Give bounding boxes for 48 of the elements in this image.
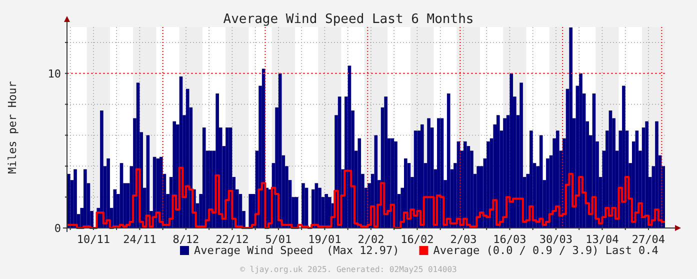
bar bbox=[278, 73, 282, 228]
bar bbox=[358, 138, 362, 228]
bar bbox=[486, 141, 490, 228]
legend-label: Average Wind Speed (Max 12.97) bbox=[194, 244, 400, 257]
bar bbox=[520, 82, 523, 228]
text: © ljay.org.uk 2025. Generated: 02May25 014003 bbox=[240, 265, 458, 274]
bar bbox=[394, 141, 398, 228]
x-tick-label: 2/03 bbox=[450, 233, 477, 246]
bar bbox=[427, 118, 430, 228]
bar bbox=[100, 110, 104, 228]
bar bbox=[510, 73, 514, 228]
bar bbox=[539, 135, 543, 228]
y-tick-label: 0 bbox=[54, 222, 61, 235]
x-tick-label: 16/03 bbox=[493, 233, 526, 246]
bar bbox=[209, 150, 212, 228]
x-tick-label: 30/03 bbox=[539, 233, 573, 246]
bar bbox=[569, 27, 572, 228]
bar bbox=[74, 169, 77, 228]
bar bbox=[106, 158, 110, 228]
x-tick-label: 2/02 bbox=[358, 233, 384, 246]
bar bbox=[503, 118, 506, 228]
x-tick-label: 19/01 bbox=[308, 233, 342, 246]
x-tick-label: 27/04 bbox=[632, 233, 666, 246]
x-tick-label: 5/01 bbox=[265, 233, 292, 246]
bar bbox=[496, 115, 500, 228]
x-tick-label: 22/12 bbox=[216, 233, 249, 246]
bar bbox=[437, 118, 440, 228]
legend-label: Average (0.0 / 0.9 / 3.9) Last 0.4 bbox=[433, 244, 659, 257]
bar bbox=[546, 158, 550, 228]
x-tick-label: 8/12 bbox=[172, 233, 200, 246]
bar bbox=[645, 121, 648, 228]
bar bbox=[463, 141, 467, 228]
bar bbox=[384, 96, 388, 228]
y-tick-label: 10 bbox=[48, 67, 61, 80]
bar bbox=[156, 158, 160, 228]
x-tick-label: 16/02 bbox=[400, 233, 434, 246]
bar bbox=[655, 121, 658, 228]
y-axis-title: Miles per Hour bbox=[6, 80, 19, 174]
bar bbox=[530, 130, 533, 228]
x-tick-label: 24/11 bbox=[123, 233, 156, 246]
chart-title: Average Wind Speed Last 6 Months bbox=[223, 12, 474, 27]
bar bbox=[556, 130, 560, 228]
bar bbox=[248, 194, 252, 228]
bar bbox=[294, 197, 298, 228]
bar bbox=[579, 73, 582, 228]
bar bbox=[404, 158, 408, 228]
x-tick-label: 13/04 bbox=[586, 233, 620, 246]
x-tick-label: 10/11 bbox=[76, 233, 110, 246]
